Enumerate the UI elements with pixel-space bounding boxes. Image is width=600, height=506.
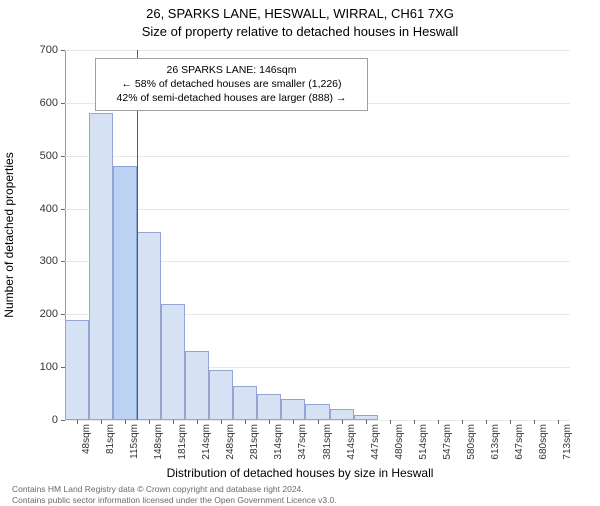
histogram-bar	[113, 166, 137, 420]
ytick-mark	[61, 420, 65, 421]
histogram-bar	[257, 394, 281, 420]
xtick-label: 647sqm	[514, 424, 525, 460]
histogram-bar	[281, 399, 305, 420]
histogram-bar	[65, 320, 89, 420]
annotation-line: 26 SPARKS LANE: 146sqm	[104, 63, 359, 77]
xtick-label: 447sqm	[370, 424, 381, 460]
histogram-bar	[137, 232, 161, 420]
xtick-label: 713sqm	[562, 424, 573, 460]
ytick-mark	[61, 314, 65, 315]
xtick-label: 547sqm	[442, 424, 453, 460]
ytick-mark	[61, 103, 65, 104]
xtick-mark	[486, 420, 487, 424]
annotation-line: 42% of semi-detached houses are larger (…	[104, 91, 359, 105]
xtick-label: 214sqm	[201, 424, 212, 460]
ytick-label: 400	[18, 203, 58, 215]
xtick-mark	[462, 420, 463, 424]
histogram-bar	[354, 415, 378, 420]
xtick-label: 414sqm	[346, 424, 357, 460]
ytick-label: 500	[18, 150, 58, 162]
ytick-mark	[61, 50, 65, 51]
histogram-bar	[161, 304, 185, 420]
histogram-bar	[209, 370, 233, 420]
xtick-label: 580sqm	[466, 424, 477, 460]
ytick-label: 100	[18, 361, 58, 373]
annotation-line: ← 58% of detached houses are smaller (1,…	[104, 77, 359, 91]
xtick-label: 181sqm	[177, 424, 188, 460]
histogram-bar	[305, 404, 329, 420]
xtick-mark	[366, 420, 367, 424]
xtick-mark	[318, 420, 319, 424]
xtick-mark	[125, 420, 126, 424]
histogram-bar	[89, 113, 113, 420]
ytick-label: 600	[18, 97, 58, 109]
annotation-box: 26 SPARKS LANE: 146sqm ← 58% of detached…	[95, 58, 368, 111]
xtick-label: 314sqm	[273, 424, 284, 460]
gridline-h	[65, 156, 570, 157]
chart-title-address: 26, SPARKS LANE, HESWALL, WIRRAL, CH61 7…	[0, 6, 600, 21]
xtick-mark	[173, 420, 174, 424]
attribution-footer: Contains HM Land Registry data © Crown c…	[12, 484, 337, 506]
xtick-label: 48sqm	[81, 424, 92, 454]
xtick-label: 514sqm	[418, 424, 429, 460]
histogram-bar	[233, 386, 257, 420]
ytick-label: 700	[18, 44, 58, 56]
xtick-mark	[534, 420, 535, 424]
ytick-mark	[61, 261, 65, 262]
xtick-mark	[197, 420, 198, 424]
xtick-mark	[221, 420, 222, 424]
xtick-mark	[510, 420, 511, 424]
xtick-label: 381sqm	[322, 424, 333, 460]
xtick-mark	[438, 420, 439, 424]
xtick-mark	[342, 420, 343, 424]
ytick-label: 300	[18, 255, 58, 267]
xtick-mark	[390, 420, 391, 424]
xtick-label: 347sqm	[297, 424, 308, 460]
gridline-h	[65, 209, 570, 210]
xtick-mark	[558, 420, 559, 424]
xtick-label: 248sqm	[225, 424, 236, 460]
x-axis-label: Distribution of detached houses by size …	[0, 466, 600, 480]
footer-line: Contains public sector information licen…	[12, 495, 337, 505]
xtick-label: 81sqm	[105, 424, 116, 454]
xtick-label: 613sqm	[490, 424, 501, 460]
histogram-bar	[330, 409, 354, 420]
ytick-label: 0	[18, 414, 58, 426]
xtick-label: 148sqm	[153, 424, 164, 460]
xtick-mark	[77, 420, 78, 424]
xtick-mark	[293, 420, 294, 424]
xtick-label: 115sqm	[129, 424, 140, 459]
xtick-label: 281sqm	[249, 424, 260, 460]
chart-title-subtitle: Size of property relative to detached ho…	[0, 24, 600, 39]
gridline-h	[65, 50, 570, 51]
xtick-label: 680sqm	[538, 424, 549, 460]
ytick-mark	[61, 209, 65, 210]
xtick-label: 480sqm	[394, 424, 405, 460]
histogram-bar	[185, 351, 209, 420]
y-axis-label: Number of detached properties	[2, 152, 16, 317]
xtick-mark	[149, 420, 150, 424]
xtick-mark	[414, 420, 415, 424]
ytick-label: 200	[18, 308, 58, 320]
xtick-mark	[101, 420, 102, 424]
ytick-mark	[61, 156, 65, 157]
xtick-mark	[245, 420, 246, 424]
footer-line: Contains HM Land Registry data © Crown c…	[12, 484, 304, 494]
xtick-mark	[269, 420, 270, 424]
